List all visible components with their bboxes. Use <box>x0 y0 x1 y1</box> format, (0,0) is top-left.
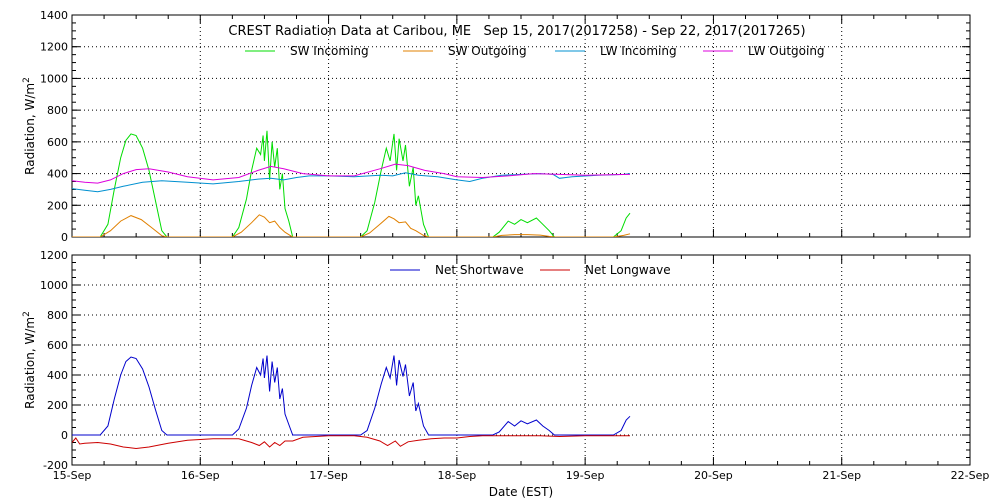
y-tick-label: 400 <box>47 369 68 382</box>
y-tick-label: -200 <box>43 459 68 472</box>
x-tick-label: 18-Sep <box>438 469 477 482</box>
series-line-net-longwave <box>72 435 630 450</box>
x-tick-label: 22-Sep <box>951 469 990 482</box>
chart-title: CREST Radiation Data at Caribou, ME Sep … <box>228 24 805 39</box>
y-axis-title: Radiation, W/m2 <box>22 311 37 409</box>
x-axis-title: Date (EST) <box>489 485 553 499</box>
x-tick-label: 15-Sep <box>53 469 92 482</box>
x-tick-label: 16-Sep <box>181 469 220 482</box>
legend-label-lw-incoming: LW Incoming <box>600 44 677 58</box>
y-tick-label: 1000 <box>40 279 68 292</box>
y-tick-label: 1400 <box>40 9 68 22</box>
legend-label-net-longwave: Net Longwave <box>585 263 671 277</box>
y-tick-label: 200 <box>47 199 68 212</box>
legend-label-net-shortwave: Net Shortwave <box>435 263 524 277</box>
y-tick-label: 600 <box>47 136 68 149</box>
y-tick-label: 1200 <box>40 41 68 54</box>
x-tick-label: 21-Sep <box>822 469 861 482</box>
series-line-sw-outgoing <box>72 214 631 237</box>
x-tick-label: 19-Sep <box>566 469 605 482</box>
series-line-sw-incoming <box>72 130 631 237</box>
x-tick-label: 20-Sep <box>694 469 733 482</box>
y-tick-label: 0 <box>61 231 68 244</box>
legend-label-sw-incoming: SW Incoming <box>290 44 369 58</box>
x-tick-label: 17-Sep <box>309 469 348 482</box>
y-tick-label: 800 <box>47 309 68 322</box>
y-tick-label: 1000 <box>40 72 68 85</box>
y-tick-label: 200 <box>47 399 68 412</box>
series-line-lw-outgoing <box>72 163 631 184</box>
y-tick-label: 0 <box>61 429 68 442</box>
y-axis-title: Radiation, W/m2 <box>22 77 37 175</box>
series-line-lw-incoming <box>72 172 631 193</box>
legend-label-sw-outgoing: SW Outgoing <box>448 44 527 58</box>
y-tick-label: 400 <box>47 168 68 181</box>
series-line-net-shortwave <box>72 355 631 436</box>
y-tick-label: 800 <box>47 104 68 117</box>
y-tick-label: 600 <box>47 339 68 352</box>
y-tick-label: 1200 <box>40 249 68 262</box>
legend-label-lw-outgoing: LW Outgoing <box>748 44 825 58</box>
